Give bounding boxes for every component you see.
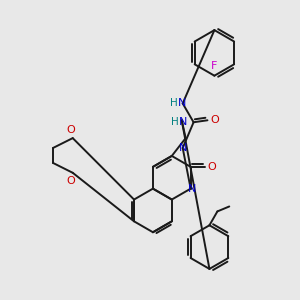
Text: O: O bbox=[210, 115, 219, 125]
Text: H: H bbox=[170, 98, 178, 108]
Text: F: F bbox=[211, 61, 218, 71]
Text: H: H bbox=[171, 117, 178, 127]
Text: O: O bbox=[207, 162, 216, 172]
Text: O: O bbox=[66, 176, 75, 186]
Text: N: N bbox=[188, 184, 196, 194]
Text: N: N bbox=[178, 143, 187, 153]
Text: O: O bbox=[66, 125, 75, 135]
Text: N: N bbox=[178, 117, 187, 127]
Text: N: N bbox=[178, 98, 186, 108]
